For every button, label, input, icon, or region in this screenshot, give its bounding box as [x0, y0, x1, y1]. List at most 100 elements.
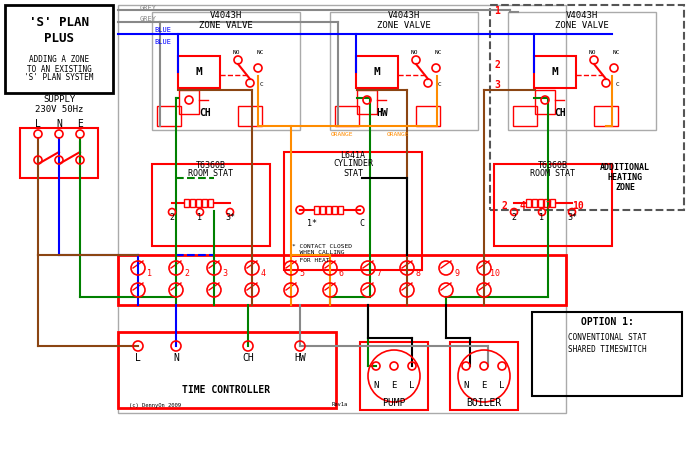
Bar — [196, 199, 201, 207]
Bar — [152, 164, 270, 246]
Text: TO AN EXISTING: TO AN EXISTING — [27, 65, 91, 73]
Text: 4: 4 — [261, 269, 266, 278]
Text: C: C — [616, 82, 620, 88]
Text: ORANGE: ORANGE — [387, 132, 409, 138]
Text: 9: 9 — [455, 269, 460, 278]
Text: 2: 2 — [170, 213, 175, 222]
Text: TIME CONTROLLER: TIME CONTROLLER — [182, 385, 270, 395]
Text: 1*: 1* — [307, 219, 317, 228]
Bar — [357, 90, 377, 114]
Text: STAT: STAT — [343, 168, 363, 177]
Text: SUPPLY: SUPPLY — [43, 95, 75, 104]
Text: ORANGE: ORANGE — [331, 132, 353, 138]
Text: HW: HW — [376, 108, 388, 118]
Text: E: E — [77, 119, 83, 129]
Text: PUMP: PUMP — [382, 398, 406, 408]
Text: C: C — [438, 82, 442, 88]
Text: 8: 8 — [415, 269, 420, 278]
Bar — [284, 152, 422, 270]
Text: L: L — [500, 381, 504, 390]
Text: BOILER: BOILER — [466, 398, 502, 408]
Bar — [490, 5, 684, 210]
Bar — [157, 106, 181, 126]
Text: ROOM STAT: ROOM STAT — [188, 169, 233, 178]
Text: HW: HW — [294, 353, 306, 363]
Bar — [544, 199, 549, 207]
Text: 7: 7 — [545, 201, 551, 211]
Bar — [335, 106, 359, 126]
Bar — [508, 12, 656, 130]
Bar — [594, 106, 618, 126]
Bar — [118, 255, 566, 305]
Text: N: N — [56, 119, 62, 129]
Bar — [184, 199, 189, 207]
Text: GREY: GREY — [139, 16, 157, 22]
Text: T6360B: T6360B — [538, 161, 568, 169]
Bar — [208, 199, 213, 207]
Text: ZONE VALVE: ZONE VALVE — [199, 21, 253, 29]
Text: L: L — [135, 353, 141, 363]
Text: N: N — [173, 353, 179, 363]
Bar — [532, 312, 682, 396]
Text: 'S' PLAN SYSTEM: 'S' PLAN SYSTEM — [24, 73, 94, 82]
Bar — [238, 106, 262, 126]
Bar — [416, 106, 440, 126]
Text: NO: NO — [589, 51, 595, 56]
Text: 3: 3 — [222, 269, 228, 278]
Bar — [338, 206, 343, 214]
Text: 10: 10 — [572, 201, 584, 211]
Text: 3*: 3* — [225, 213, 235, 222]
Bar — [550, 199, 555, 207]
Text: ADDING A ZONE: ADDING A ZONE — [29, 56, 89, 65]
Text: ADDITIONAL: ADDITIONAL — [600, 163, 650, 173]
Text: L641A: L641A — [340, 151, 366, 160]
Text: (c) DennyOn 2009: (c) DennyOn 2009 — [129, 402, 181, 408]
Text: 1: 1 — [540, 213, 544, 222]
Text: T6360B: T6360B — [196, 161, 226, 169]
Text: M: M — [373, 67, 380, 77]
Text: 'S' PLAN: 'S' PLAN — [29, 16, 89, 29]
Text: 4: 4 — [519, 201, 525, 211]
Text: 1: 1 — [197, 213, 202, 222]
Bar — [320, 206, 325, 214]
Text: CH: CH — [242, 353, 254, 363]
Text: 230V 50Hz: 230V 50Hz — [34, 105, 83, 115]
Bar — [190, 199, 195, 207]
Text: * CONTACT CLOSED: * CONTACT CLOSED — [292, 243, 352, 249]
Text: ZONE VALVE: ZONE VALVE — [377, 21, 431, 29]
Text: 1: 1 — [494, 6, 500, 16]
Bar — [326, 206, 331, 214]
Bar — [450, 342, 518, 410]
Bar — [535, 90, 555, 114]
Text: M: M — [196, 67, 202, 77]
Text: V4043H: V4043H — [388, 10, 420, 20]
Text: 2: 2 — [501, 201, 507, 211]
Text: 3*: 3* — [567, 213, 577, 222]
Text: 2: 2 — [184, 269, 190, 278]
Bar — [332, 206, 337, 214]
Text: PLUS: PLUS — [44, 31, 74, 44]
Bar — [494, 164, 612, 246]
Text: 6: 6 — [339, 269, 344, 278]
Bar — [526, 199, 531, 207]
Text: ZONE VALVE: ZONE VALVE — [555, 21, 609, 29]
Text: V4043H: V4043H — [566, 10, 598, 20]
Text: 2: 2 — [511, 213, 517, 222]
Text: E: E — [391, 381, 397, 390]
Text: FOR HEAT: FOR HEAT — [292, 257, 330, 263]
Text: NO: NO — [233, 51, 239, 56]
Text: BLUE: BLUE — [155, 27, 172, 33]
Bar — [152, 12, 300, 130]
Text: CYLINDER: CYLINDER — [333, 160, 373, 168]
Text: CH: CH — [554, 108, 566, 118]
Text: CH: CH — [199, 108, 211, 118]
Text: 7: 7 — [377, 269, 382, 278]
Text: OPTION 1:: OPTION 1: — [580, 317, 633, 327]
Text: NC: NC — [612, 51, 620, 56]
Text: WHEN CALLING: WHEN CALLING — [292, 250, 344, 256]
Bar — [360, 342, 428, 410]
Text: SHARED TIMESWITCH: SHARED TIMESWITCH — [568, 345, 647, 354]
Text: NC: NC — [434, 51, 442, 56]
Text: NC: NC — [256, 51, 264, 56]
Text: 2: 2 — [494, 60, 500, 70]
